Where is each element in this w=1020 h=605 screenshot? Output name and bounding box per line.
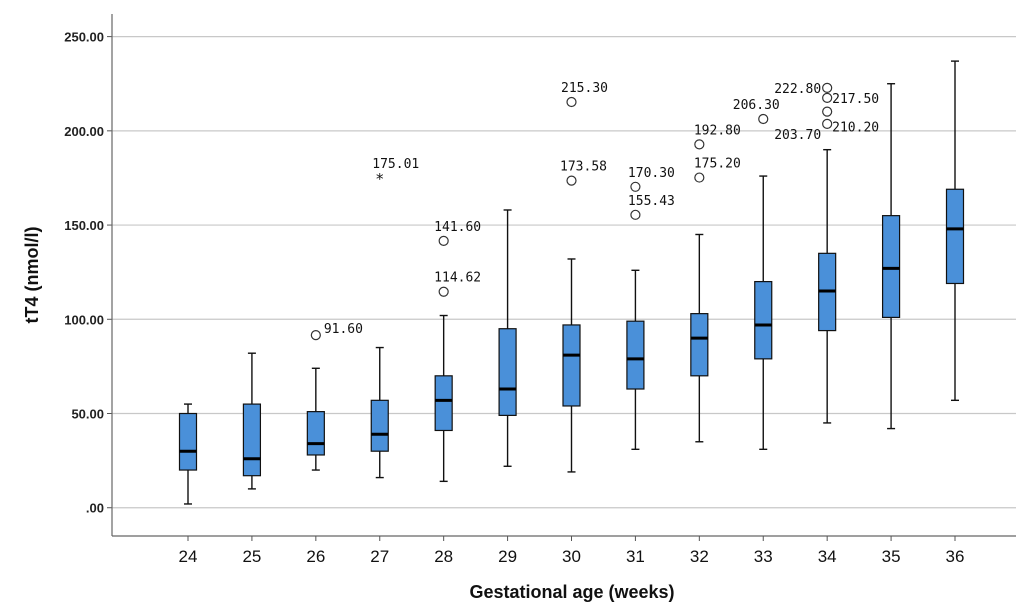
outlier-circle xyxy=(630,209,641,220)
outlier-circle xyxy=(630,181,641,192)
outlier-circle xyxy=(822,92,833,103)
y-axis-ticks: .00 50.00 100.00 150.00 200.00 250.00 xyxy=(64,30,112,516)
x-tick-label: 27 xyxy=(370,547,389,566)
outlier-circle xyxy=(822,82,833,93)
x-tick-label: 24 xyxy=(179,547,198,566)
box-iqr xyxy=(498,328,517,416)
outlier-label: 173.58 xyxy=(560,160,607,175)
outlier-label: 217.50 xyxy=(832,92,879,107)
outlier-label: 114.62 xyxy=(434,271,481,286)
box-26 xyxy=(306,367,325,471)
y-tick-label: 50.00 xyxy=(71,407,104,422)
outlier-star: * xyxy=(376,170,384,188)
box-iqr xyxy=(626,320,645,390)
x-tick-label: 26 xyxy=(306,547,325,566)
outlier-label: 206.30 xyxy=(733,98,780,113)
box-24 xyxy=(178,403,198,505)
y-axis-title: tT4 (nmol/l) xyxy=(22,227,42,324)
outlier-label: 203.70 xyxy=(774,128,821,143)
boxes-layer xyxy=(178,60,965,505)
box-iqr xyxy=(306,411,325,456)
y-tick-label: 100.00 xyxy=(64,312,104,327)
box-32 xyxy=(690,233,709,443)
outlier-circle xyxy=(438,235,449,246)
x-tick-label: 35 xyxy=(882,547,901,566)
y-tick-label: .00 xyxy=(86,501,104,516)
box-34 xyxy=(818,148,837,424)
y-tick-label: 150.00 xyxy=(64,218,104,233)
outliers-layer: 91.60 *175.01 141.60 114.62 215.30 173.58 170.… xyxy=(310,81,879,341)
outlier-label: 175.01 xyxy=(372,157,419,172)
x-tick-label: 29 xyxy=(498,547,517,566)
outlier-circle xyxy=(822,106,833,117)
box-30 xyxy=(562,258,581,473)
outlier-label: 192.80 xyxy=(694,123,741,138)
outlier-circle xyxy=(694,172,705,183)
box-iqr xyxy=(881,215,901,319)
x-tick-label: 36 xyxy=(946,547,965,566)
outlier-label: 170.30 xyxy=(628,166,675,181)
x-tick-label: 30 xyxy=(562,547,581,566)
outlier-label: 91.60 xyxy=(324,322,363,337)
x-axis-categories: 24 25 26 27 28 29 30 31 32 33 34 35 36 xyxy=(179,536,965,566)
box-29 xyxy=(498,209,517,467)
box-iqr xyxy=(945,188,965,285)
box-iqr xyxy=(370,399,389,452)
box-28 xyxy=(434,314,453,483)
outlier-circle xyxy=(438,286,449,297)
box-27 xyxy=(370,346,389,479)
x-tick-label: 25 xyxy=(242,547,261,566)
outlier-circle xyxy=(566,96,577,108)
outlier-circle xyxy=(758,113,769,125)
y-tick-label: 200.00 xyxy=(64,124,104,139)
box-35 xyxy=(881,83,901,430)
box-iqr xyxy=(242,403,262,477)
box-25 xyxy=(242,352,262,490)
box-31 xyxy=(626,269,645,451)
x-tick-label: 28 xyxy=(434,547,453,566)
outlier-label: 141.60 xyxy=(434,220,481,235)
outlier-label: 222.80 xyxy=(774,82,821,97)
box-iqr xyxy=(434,375,453,432)
x-tick-label: 31 xyxy=(626,547,645,566)
outlier-label: 155.43 xyxy=(628,194,675,209)
box-33 xyxy=(754,175,773,451)
outlier-circle xyxy=(694,139,705,150)
box-iqr xyxy=(562,324,581,407)
grid-lines xyxy=(112,36,1016,509)
y-tick-label: 250.00 xyxy=(64,30,104,45)
outlier-label: 210.20 xyxy=(832,121,879,136)
outlier-circle xyxy=(822,118,833,129)
x-tick-label: 32 xyxy=(690,547,709,566)
outlier-label: 215.30 xyxy=(561,81,608,96)
axes xyxy=(111,14,1016,537)
outlier-circle xyxy=(310,330,321,341)
box-36 xyxy=(945,60,965,402)
x-tick-label: 33 xyxy=(754,547,773,566)
box-iqr xyxy=(754,280,773,360)
box-iqr xyxy=(178,412,198,471)
x-axis-title: Gestational age (weeks) xyxy=(469,582,674,602)
outlier-circle xyxy=(566,175,577,186)
x-tick-label: 34 xyxy=(818,547,837,566)
box-iqr xyxy=(690,313,709,377)
outlier-label: 175.20 xyxy=(694,157,741,172)
